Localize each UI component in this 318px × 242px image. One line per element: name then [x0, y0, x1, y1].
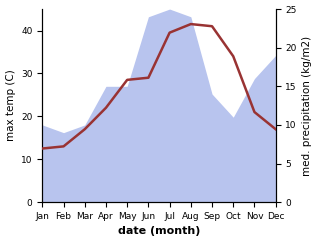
X-axis label: date (month): date (month): [118, 227, 200, 236]
Y-axis label: max temp (C): max temp (C): [5, 70, 16, 142]
Y-axis label: med. precipitation (kg/m2): med. precipitation (kg/m2): [302, 36, 313, 176]
